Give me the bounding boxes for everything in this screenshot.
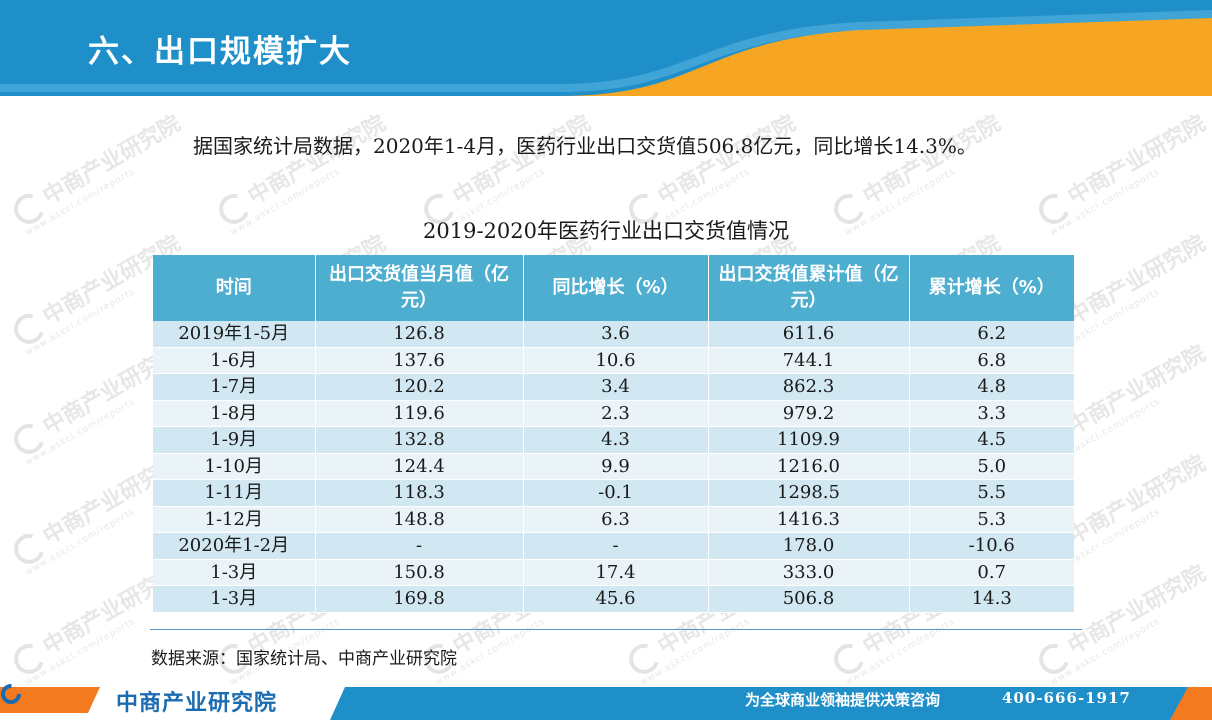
table-cell: 3.4 xyxy=(523,373,709,401)
table-cell: 1109.9 xyxy=(708,426,910,454)
table-cell: 1-10月 xyxy=(153,453,316,480)
table-cell: 148.8 xyxy=(315,506,524,533)
brand-logo-icon xyxy=(1,684,21,704)
table-cell: 5.0 xyxy=(909,453,1074,480)
table-cell: 5.3 xyxy=(909,506,1074,533)
watermark-logo-icon xyxy=(8,308,50,350)
footer-shape xyxy=(0,687,1212,720)
watermark-logo-icon xyxy=(1033,638,1075,680)
table-cell: 150.8 xyxy=(315,559,524,586)
table-cell: 611.6 xyxy=(708,321,910,348)
table-cell: 1-11月 xyxy=(153,479,316,507)
divider xyxy=(150,629,1082,630)
table-header-cell: 累计增长（%） xyxy=(909,255,1074,321)
table-cell: 1-9月 xyxy=(153,426,316,454)
table-caption: 2019-2020年医药行业出口交货值情况 xyxy=(423,219,789,243)
table-cell: 118.3 xyxy=(315,479,524,507)
table-cell: 9.9 xyxy=(523,453,709,480)
table-cell: 744.1 xyxy=(708,347,910,374)
watermark-text: 中商产业研究院 xyxy=(1064,451,1210,550)
table-cell: - xyxy=(315,532,524,560)
table-cell: 6.8 xyxy=(909,347,1074,374)
table-cell: 6.2 xyxy=(909,321,1074,348)
watermark-logo-icon xyxy=(8,418,50,460)
watermark-text: 中商产业研究院 xyxy=(1064,231,1210,330)
watermark-logo-icon xyxy=(8,638,50,680)
table-body: 2019年1-5月 126.8 3.6 611.6 6.2 1-6月 137.6 10.6 74… xyxy=(153,321,1074,613)
table-cell: -10.6 xyxy=(909,532,1074,560)
table-cell: 14.3 xyxy=(909,585,1074,613)
table-row: 1-8月 119.6 2.3 979.2 3.3 xyxy=(153,400,1074,427)
table-cell: 45.6 xyxy=(523,585,709,613)
table-header-cell: 出口交货值累计值（亿元） xyxy=(708,255,910,321)
export-table: 时间 出口交货值当月值（亿元） 同比增长（%） 出口交货值累计值（亿元） 累计增长（%）… xyxy=(153,255,1074,613)
table-cell: 2.3 xyxy=(523,400,709,427)
table-cell: 132.8 xyxy=(315,426,524,454)
table-row: 2020年1-2月 - -178.0 -10.6 xyxy=(153,532,1074,560)
table-cell: 17.4 xyxy=(523,559,709,586)
table-cell: 3.3 xyxy=(909,400,1074,427)
page-title: 六、出口规模扩大 xyxy=(88,34,352,70)
table-cell: 0.7 xyxy=(909,559,1074,586)
table-cell: 6.3 xyxy=(523,506,709,533)
table-cell: 1-7月 xyxy=(153,373,316,401)
table-cell: 979.2 xyxy=(708,400,910,427)
table-cell: 1-3月 xyxy=(153,559,316,586)
watermark-logo-icon xyxy=(8,528,50,570)
table-row: 1-6月 137.6 10.6 744.1 6.8 xyxy=(153,347,1074,374)
footer-phone: 400-666-1917 xyxy=(1002,689,1131,707)
table-cell: 333.0 xyxy=(708,559,910,586)
watermark-text: 中商产业研究院 xyxy=(1064,111,1210,210)
footer-slogan: 为全球商业领袖提供决策咨询 xyxy=(745,691,941,709)
table-cell: 4.8 xyxy=(909,373,1074,401)
table-cell: 5.5 xyxy=(909,479,1074,507)
table-row: 1-3月 169.8 45.6 506.8 14.3 xyxy=(153,585,1074,613)
watermark-text: 中商产业研究院 xyxy=(1064,561,1210,660)
table-cell: 169.8 xyxy=(315,585,524,613)
table-cell: 506.8 xyxy=(708,585,910,613)
table-header-cell: 同比增长（%） xyxy=(523,255,709,321)
footer-band: 中商产业研究院 为全球商业领袖提供决策咨询 400-666-1917 xyxy=(0,683,1212,720)
table-cell: 4.3 xyxy=(523,426,709,454)
table-cell: 2020年1-2月 xyxy=(153,532,316,560)
table-cell: 3.6 xyxy=(523,321,709,348)
table-cell: 1216.0 xyxy=(708,453,910,480)
header-band: 六、出口规模扩大 xyxy=(0,0,1212,96)
table-cell: 120.2 xyxy=(315,373,524,401)
table-row: 1-3月 150.8 17.4 333.0 0.7 xyxy=(153,559,1074,586)
table-row: 1-10月 124.4 9.9 1216.0 5.0 xyxy=(153,453,1074,480)
data-source: 数据来源：国家统计局、中商产业研究院 xyxy=(151,649,457,669)
table-row: 1-12月 148.8 6.3 1416.3 5.3 xyxy=(153,506,1074,533)
table-row: 1-9月 132.8 4.3 1109.9 4.5 xyxy=(153,426,1074,454)
table-cell: -0.1 xyxy=(523,479,709,507)
table-cell: 126.8 xyxy=(315,321,524,348)
watermark-text: 中商产业研究院 xyxy=(1064,341,1210,440)
table-cell: 1-3月 xyxy=(153,585,316,613)
table-header-cell: 出口交货值当月值（亿元） xyxy=(315,255,524,321)
table-cell: 1298.5 xyxy=(708,479,910,507)
table-cell: 1416.3 xyxy=(708,506,910,533)
table-cell: 2019年1-5月 xyxy=(153,321,316,348)
table-cell: 137.6 xyxy=(315,347,524,374)
table-cell: 4.5 xyxy=(909,426,1074,454)
table-cell: 124.4 xyxy=(315,453,524,480)
table-cell: 178.0 xyxy=(708,532,910,560)
table-row: 1-7月 120.2 3.4 862.3 4.8 xyxy=(153,373,1074,401)
table-row: 2019年1-5月 126.8 3.6 611.6 6.2 xyxy=(153,321,1074,348)
table-cell: 1-8月 xyxy=(153,400,316,427)
table-cell: 10.6 xyxy=(523,347,709,374)
table-row: 1-11月 118.3 -0.1 1298.5 5.5 xyxy=(153,479,1074,507)
watermark-logo-icon xyxy=(623,638,665,680)
table-header-row: 时间 出口交货值当月值（亿元） 同比增长（%） 出口交货值累计值（亿元） 累计增长（%） xyxy=(153,255,1074,321)
table-header-cell: 时间 xyxy=(153,255,316,321)
watermark-logo-icon xyxy=(828,638,870,680)
table-cell: 1-6月 xyxy=(153,347,316,374)
table-cell: 119.6 xyxy=(315,400,524,427)
brand-name: 中商产业研究院 xyxy=(116,691,278,716)
table-cell: 1-12月 xyxy=(153,506,316,533)
table-cell: - xyxy=(523,532,709,560)
table-cell: 862.3 xyxy=(708,373,910,401)
header-shape xyxy=(0,0,1212,96)
summary-paragraph: 据国家统计局数据，2020年1-4月，医药行业出口交货值506.8亿元，同比增长… xyxy=(193,134,977,158)
